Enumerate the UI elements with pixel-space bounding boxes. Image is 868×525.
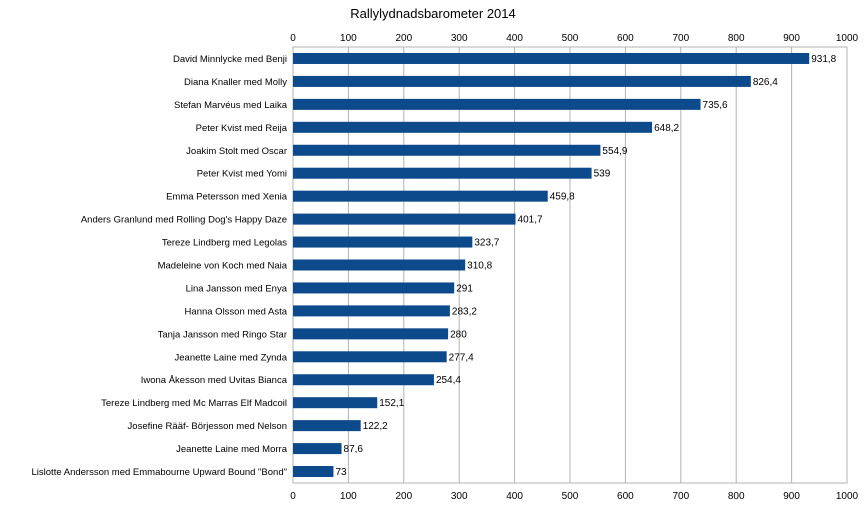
tick-label-top: 200 [395, 33, 412, 44]
tick-label-top: 900 [783, 33, 800, 44]
category-label: Josefine Rääf- Börjesson med Nelson [128, 421, 287, 432]
value-label: 554,9 [602, 146, 627, 157]
category-label: Joakim Stolt med Oscar [186, 146, 287, 157]
bar [293, 144, 601, 156]
gridlines [292, 46, 848, 484]
category-label: Tanja Jansson med Ringo Star [158, 329, 287, 340]
tick-label-bottom: 1000 [836, 491, 859, 502]
bar [293, 420, 361, 432]
category-label: Tereze Lindberg med Legolas [162, 238, 287, 249]
tick-label-bottom: 100 [340, 491, 357, 502]
tick-label-top: 800 [728, 33, 745, 44]
tick-label-top: 0 [290, 33, 296, 44]
value-label: 735,6 [703, 100, 728, 111]
category-label: Tereze Lindberg med Mc Marras Elf Madcoi… [101, 398, 287, 409]
bar [293, 75, 751, 87]
bar [293, 213, 516, 225]
tick-label-top: 100 [340, 33, 357, 44]
value-label: 310,8 [467, 261, 492, 272]
value-labels: 931,8 826,4 735,6 648,2 554,9 539 459,8 401,7 32… [335, 54, 836, 478]
tick-label-bottom: 400 [506, 491, 523, 502]
category-label: Lina Jansson med Enya [186, 283, 288, 294]
category-label: Peter Kvist med Yomi [197, 169, 287, 180]
chart-title: Rallylydnadsbarometer 2014 [350, 6, 515, 21]
tick-label-bottom: 200 [395, 491, 412, 502]
category-label: Iwona Åkesson med Uvitas Bianca [141, 375, 288, 386]
tick-labels: 0 0 100 100 200 200 300 300 400 400 500 500 600 600 70… [290, 33, 858, 502]
value-label: 122,2 [363, 421, 388, 432]
tick-label-top: 500 [562, 33, 579, 44]
bar [293, 397, 378, 409]
bar [293, 374, 434, 386]
value-label: 87,6 [344, 444, 364, 455]
category-label: Diana Knaller med Molly [184, 77, 287, 88]
tick-label-top: 600 [617, 33, 634, 44]
value-label: 826,4 [753, 77, 778, 88]
tick-label-top: 300 [451, 33, 468, 44]
value-label: 291 [456, 283, 473, 294]
category-label: Peter Kvist med Reija [196, 123, 288, 134]
category-label: David Minnlycke med Benji [173, 54, 287, 65]
category-label: Stefan Marvéus med Laika [174, 100, 288, 111]
tick-label-bottom: 600 [617, 491, 634, 502]
bars [293, 52, 810, 478]
tick-label-bottom: 300 [451, 491, 468, 502]
bar [293, 52, 810, 64]
bar [293, 167, 592, 179]
value-label: 648,2 [654, 123, 679, 134]
value-label: 152,1 [379, 398, 404, 409]
tick-label-top: 1000 [836, 33, 859, 44]
value-label: 931,8 [811, 54, 836, 65]
value-label: 401,7 [518, 215, 543, 226]
tick-label-bottom: 0 [290, 491, 296, 502]
value-label: 254,4 [436, 375, 461, 386]
bar [293, 236, 473, 248]
value-label: 283,2 [452, 306, 477, 317]
bar [293, 282, 455, 294]
category-label: Hanna Olsson med Asta [185, 306, 288, 317]
category-label: Madeleine von Koch med Naia [158, 261, 288, 272]
tick-label-top: 700 [672, 33, 689, 44]
tick-label-bottom: 800 [728, 491, 745, 502]
value-label: 539 [594, 169, 611, 180]
bar [293, 351, 447, 363]
bar [293, 305, 450, 317]
value-label: 277,4 [449, 352, 474, 363]
category-label: Jeanette Laine med Zynda [175, 352, 288, 363]
tick-label-top: 400 [506, 33, 523, 44]
category-label: Anders Granlund med Rolling Dog's Happy … [81, 215, 287, 226]
category-label: Jeanette Laine med Morra [176, 444, 288, 455]
value-label: 323,7 [474, 238, 499, 249]
value-label: 280 [450, 329, 467, 340]
bar [293, 466, 334, 478]
tick-label-bottom: 700 [672, 491, 689, 502]
category-label: Lislotte Andersson med Emmabourne Upward… [32, 467, 287, 478]
tick-label-bottom: 900 [783, 491, 800, 502]
tick-label-bottom: 500 [562, 491, 579, 502]
category-label: Emma Petersson med Xenia [166, 192, 288, 203]
bar [293, 190, 548, 202]
value-label: 73 [335, 467, 347, 478]
category-labels: David Minnlycke med Benji Diana Knaller m… [32, 54, 288, 478]
value-label: 459,8 [550, 192, 575, 203]
bar [293, 259, 466, 271]
bar [293, 121, 653, 133]
bar [293, 443, 342, 455]
bar [293, 98, 701, 110]
bar [293, 328, 449, 340]
